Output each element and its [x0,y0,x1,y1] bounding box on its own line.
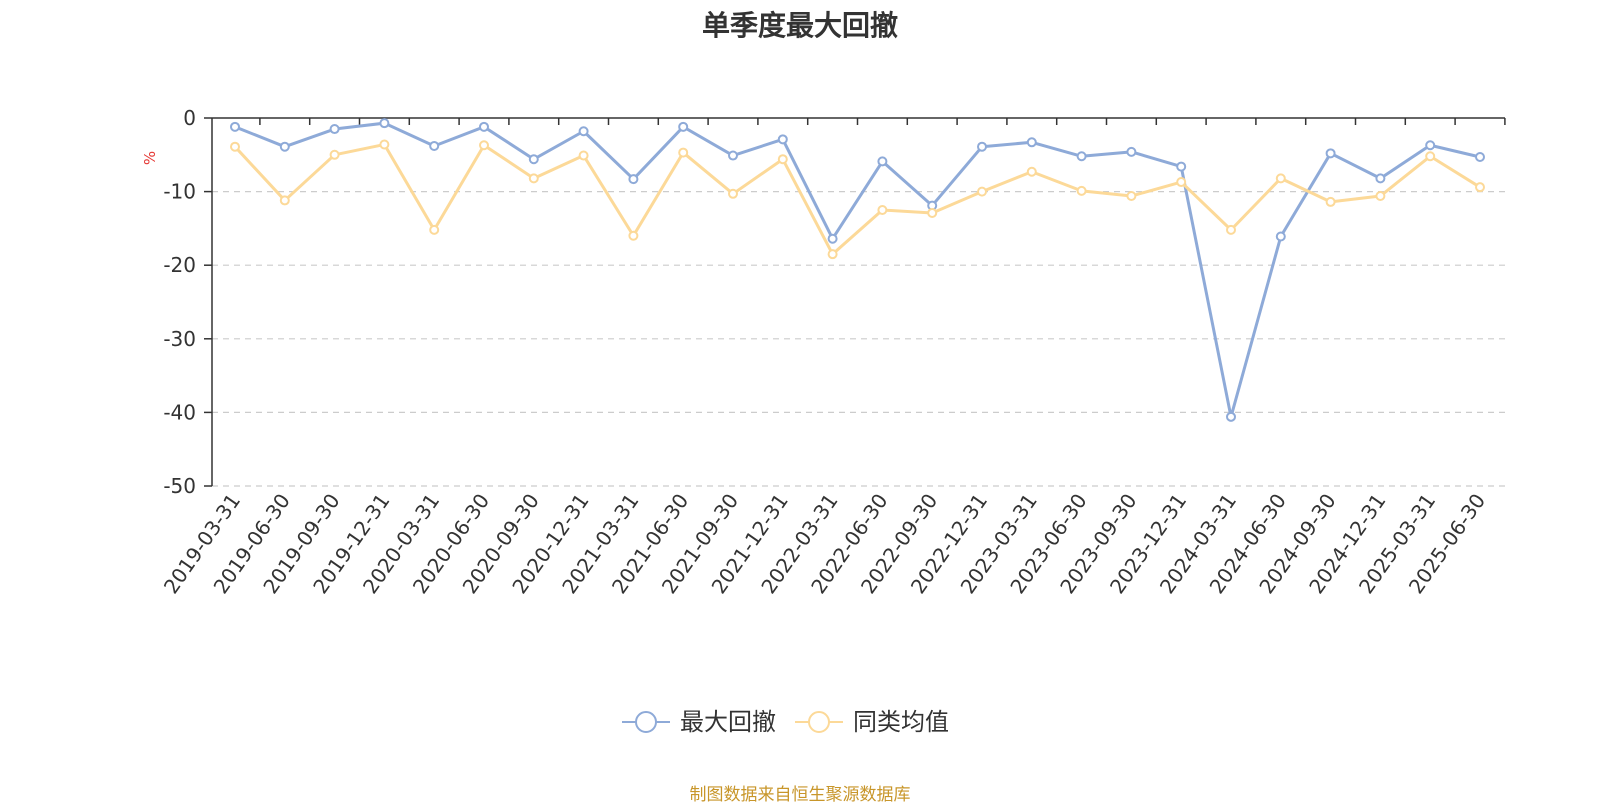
data-point [678,121,689,132]
data-point [1076,185,1087,196]
chart-title: 单季度最大回撤 [701,9,898,42]
data-point [528,154,539,165]
data-point [528,173,539,184]
data-point [1126,191,1137,202]
data-point [678,147,689,158]
data-point [479,121,489,132]
data-point [1275,231,1286,242]
legend-item-2: 同类均值 [795,708,949,736]
data-point [1275,173,1286,184]
legend-item-1: 最大回撤 [622,708,776,736]
data-point [329,124,340,135]
series-layer [230,118,1485,422]
data-point [777,154,788,165]
data-point [329,149,340,160]
data-point [279,141,290,152]
data-point [1126,146,1137,157]
series-1 [230,118,1485,422]
data-point [1176,161,1187,172]
data-point [728,188,738,199]
data-point [827,249,838,260]
data-point [1325,196,1336,207]
data-point [1026,166,1037,177]
data-point [877,156,888,167]
y-tick-label: -50 [163,474,196,498]
data-point [1425,140,1436,151]
data-point [230,121,240,132]
data-point [379,118,390,129]
series-line [233,142,1481,256]
data-point [1226,224,1236,235]
y-tick-label: -40 [163,400,196,424]
data-point [429,224,440,235]
data-point [230,141,240,152]
data-point [1375,173,1386,184]
y-tick-label: -10 [163,180,196,204]
legend: 最大回撤 同类均值 [622,708,949,736]
legend-label: 最大回撤 [680,708,776,736]
grid-layer [212,191,1505,487]
data-point [1475,152,1485,163]
y-tick-label: -30 [163,327,196,351]
source-note: 制图数据来自恒生聚源数据库 [689,785,911,805]
axis-layer: 0-10-20-30-40-50%2019-03-312019-06-30201… [141,106,1506,598]
data-point [279,195,290,206]
data-point [1425,151,1436,162]
data-point [977,141,987,152]
legend-marker [808,711,830,733]
data-point [578,126,589,137]
data-point [1176,177,1187,188]
data-point [877,205,888,215]
data-point [827,233,838,244]
y-axis-label: % [141,151,159,165]
legend-label: 同类均值 [853,708,949,736]
series-line [234,121,1481,419]
data-point [1325,148,1336,159]
data-point [728,150,738,161]
data-point [578,150,589,161]
data-point [1076,151,1087,162]
y-tick-label: 0 [183,106,196,130]
data-point [379,139,390,150]
data-point [628,230,639,241]
data-point [429,140,440,151]
data-point [927,207,938,218]
y-tick-label: -20 [163,253,196,277]
series-2 [230,139,1485,260]
data-point [479,140,489,151]
data-point [628,174,639,185]
data-point [1475,182,1485,193]
legend-marker [635,711,657,733]
data-point [1226,411,1236,422]
data-point [777,134,788,145]
data-point [1375,191,1386,202]
data-point [1026,137,1037,148]
data-point [977,186,987,197]
